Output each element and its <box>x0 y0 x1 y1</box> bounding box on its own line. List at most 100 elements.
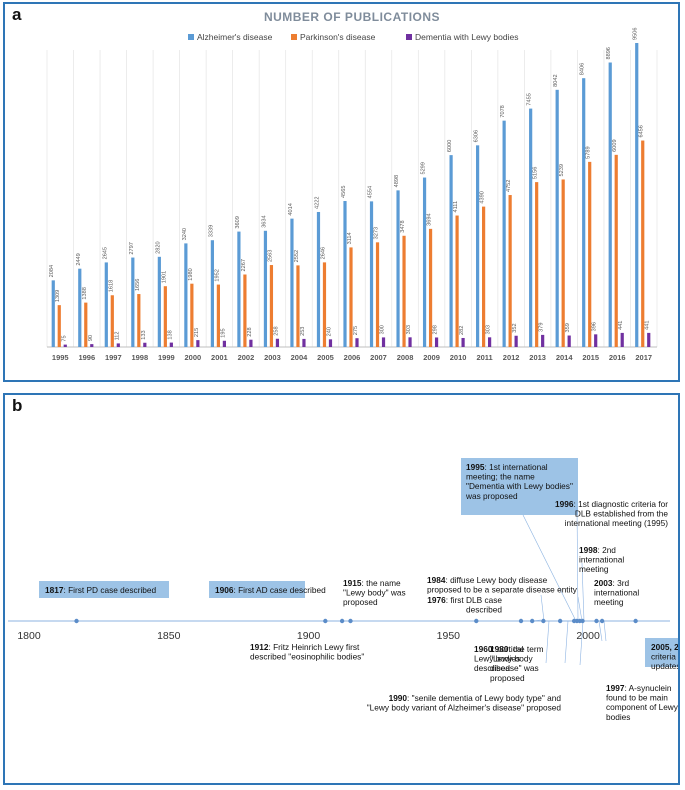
bar-value-label: 90 <box>88 335 94 341</box>
x-tick-label: 2010 <box>450 353 467 362</box>
event-description: updates <box>651 661 678 671</box>
event-text-line: 1997: A-synuclein <box>606 683 672 693</box>
bar <box>482 206 486 347</box>
bar-value-label: 1618 <box>108 280 114 292</box>
bar <box>614 154 618 347</box>
bar-value-label: 2084 <box>49 265 55 277</box>
event-year: 1817 <box>45 585 64 595</box>
bar-value-label: 6000 <box>447 140 453 152</box>
event-year: 1990 <box>389 693 408 703</box>
event-year: 2003 <box>594 578 613 588</box>
dlb-timeline: 1800 1850 1900 1950 2000 1817: First PD case … <box>8 458 685 722</box>
bar-value-label: 4752 <box>506 180 512 192</box>
bar <box>90 344 94 347</box>
event-2005: 2005, 2017: Diagnosticcriteriaupdates <box>651 642 685 671</box>
event-description: : A-synuclein <box>624 683 671 693</box>
bar-value-label: 2645 <box>102 247 108 259</box>
event-text-line: meeting <box>594 597 624 607</box>
event-year: 1912 <box>250 642 269 652</box>
event-description: international <box>594 588 639 598</box>
x-tick-label: 1998 <box>131 353 148 362</box>
event-description: described "eosinophilic bodies" <box>250 652 364 662</box>
bar-value-label: 1980 <box>188 268 194 280</box>
event-description: : 1st diagnostic criteria for <box>573 499 668 509</box>
event-text-line: 2003: 3rd <box>594 578 629 588</box>
bar-value-label: 6456 <box>639 125 645 137</box>
bar <box>514 335 518 347</box>
panel-a-label: a <box>12 5 22 24</box>
bar <box>237 231 241 347</box>
bar <box>110 295 114 347</box>
bar <box>455 215 459 347</box>
event-year: 1980 <box>490 644 509 654</box>
x-tick-label: 1997 <box>105 353 122 362</box>
event-text-line: "Lewy body" was <box>343 588 406 598</box>
event-leader-line <box>603 620 607 642</box>
event-year: 1996 <box>555 499 574 509</box>
event-text-line: described "eosinophilic bodies" <box>250 652 364 662</box>
event-description: : the term <box>508 644 543 654</box>
event-marker <box>339 618 345 624</box>
bar-value-label: 359 <box>565 323 571 332</box>
publications-chart: NUMBER OF PUBLICATIONS Alzheimer's diseas… <box>46 10 658 362</box>
event-highlight-box <box>461 458 578 515</box>
legend-swatch <box>406 34 412 40</box>
event-text-line: 1998: 2nd <box>579 545 616 555</box>
timeline-year-label: 1950 <box>437 630 461 642</box>
event-text-line: proposed <box>490 673 525 683</box>
bar-value-label: 8042 <box>553 74 559 86</box>
bar-value-label: 275 <box>353 326 359 335</box>
bar <box>535 182 539 347</box>
bar <box>488 337 492 347</box>
bar <box>555 89 559 347</box>
bar-value-label: 4222 <box>314 197 320 209</box>
bar-value-label: 303 <box>486 325 492 334</box>
bar-value-label: 2449 <box>76 253 82 265</box>
event-description: : "senile dementia of Lewy body type" an… <box>407 693 561 703</box>
bar <box>275 338 280 347</box>
event-description: "Dementia with Lewy bodies" <box>466 481 573 491</box>
event-text-line: 1980: the term <box>490 644 544 654</box>
bar-value-label: 8406 <box>580 63 586 75</box>
bar-value-label: 3694 <box>427 213 433 225</box>
bar <box>428 228 433 347</box>
event-leader-line <box>598 620 603 642</box>
x-tick-label: 1995 <box>52 353 69 362</box>
bar-value-label: 228 <box>247 327 253 336</box>
event-description: criteria <box>651 652 676 662</box>
event-year: 1984 <box>427 575 446 585</box>
event-description: meeting <box>579 564 609 574</box>
bar <box>588 161 592 347</box>
bar-value-label: 298 <box>433 325 439 334</box>
bar <box>408 337 412 347</box>
event-marker <box>557 618 563 624</box>
x-tick-label: 2015 <box>582 353 599 362</box>
bar-value-label: 4111 <box>453 201 459 213</box>
x-tick-label: 2016 <box>609 353 626 362</box>
x-tick-label: 2002 <box>238 353 255 362</box>
bar-value-label: 3114 <box>347 232 353 244</box>
x-tick-label: 1996 <box>78 353 95 362</box>
event-1984: 1984: diffuse Lewy body diseaseproposed … <box>427 575 578 595</box>
bar-value-label: 3634 <box>261 215 267 227</box>
event-text-line: "Lewy body variant of Alzheimer's diseas… <box>367 703 562 713</box>
bar-value-label: 4554 <box>368 186 374 198</box>
bar-value-label: 441 <box>618 321 624 330</box>
event-leader-line <box>540 594 545 622</box>
bar <box>582 78 586 347</box>
event-text-line: 1984: diffuse Lewy body disease <box>427 575 548 585</box>
event-year: 1960 <box>474 644 493 654</box>
bar <box>84 302 88 347</box>
bar <box>196 340 200 347</box>
event-marker <box>594 618 599 624</box>
x-tick-label: 2001 <box>211 353 228 362</box>
bar-value-label: 215 <box>194 328 200 337</box>
bar <box>131 257 135 347</box>
bar <box>316 211 321 347</box>
event-description: proposed <box>343 597 378 607</box>
event-text-line: criteria <box>651 652 676 662</box>
event-description: : the name <box>361 578 401 588</box>
bar <box>210 240 214 347</box>
bar-value-label: 240 <box>326 327 332 336</box>
